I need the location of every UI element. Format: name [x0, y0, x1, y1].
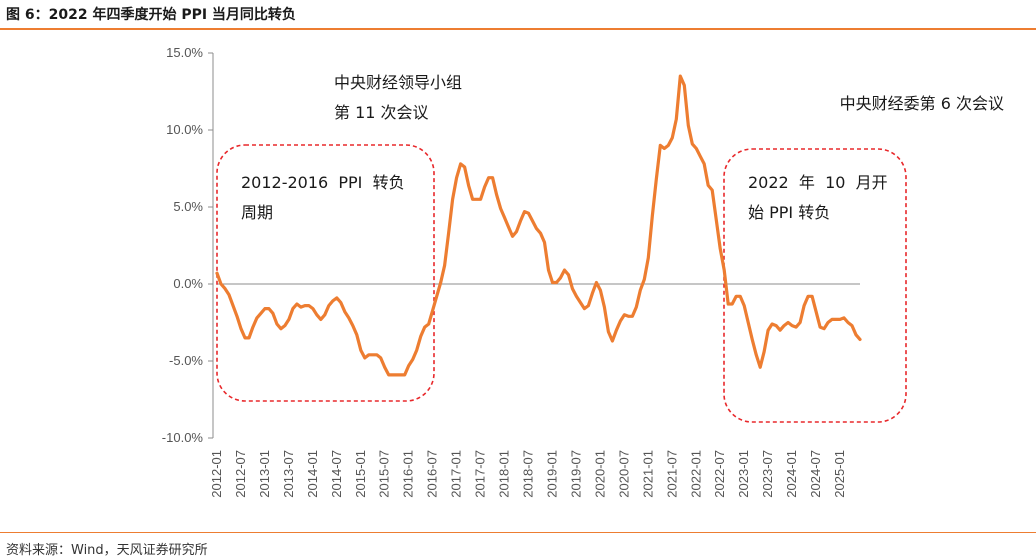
x-tick-label: 2017-07	[473, 450, 488, 498]
x-tick-label: 2014-01	[305, 450, 320, 498]
annotation-leading-group-line1: 中央财经领导小组	[334, 73, 462, 92]
x-tick-label: 2024-01	[784, 450, 799, 498]
x-tick-label: 2019-01	[544, 450, 559, 498]
x-tick-label: 2015-01	[353, 450, 368, 498]
y-tick-label: -5.0%	[169, 353, 203, 368]
y-tick-label: 5.0%	[173, 199, 203, 214]
y-tick-label: 0.0%	[173, 276, 203, 291]
x-tick-label: 2018-01	[497, 450, 512, 498]
bottom-rule	[0, 532, 1036, 533]
x-tick-label: 2015-07	[377, 450, 392, 498]
x-tick-label: 2025-01	[832, 450, 847, 498]
x-tick-label: 2024-07	[808, 450, 823, 498]
x-tick-label: 2018-07	[521, 450, 536, 498]
annotation-boxes	[216, 144, 907, 423]
x-tick-label: 2021-01	[640, 450, 655, 498]
x-axis: 2012-01 2012-07 2013-01 2013-07 2014-01 2014-…	[209, 283, 860, 498]
x-tick-label: 2020-07	[616, 450, 631, 498]
series-layer	[215, 74, 862, 377]
box-2012-2016-cycle	[216, 144, 435, 402]
x-tick-label: 2019-07	[568, 450, 583, 498]
x-tick-label: 2021-07	[664, 450, 679, 498]
y-tick-label: 10.0%	[166, 122, 203, 137]
y-tick-label: -10.0%	[162, 430, 204, 445]
annotation-box-right-line2: 始 PPI 转负	[748, 203, 830, 222]
x-tick-label: 2012-07	[233, 450, 248, 498]
figure-title: 图 6：2022 年四季度开始 PPI 当月同比转负	[6, 7, 296, 23]
x-tick-label: 2023-01	[736, 450, 751, 498]
box-2022-negative	[723, 148, 907, 423]
x-tick-label: 2017-01	[449, 450, 464, 498]
x-tick-label: 2016-01	[401, 450, 416, 498]
source-note: 资料来源：Wind，天风证券研究所	[6, 543, 208, 558]
annotation-box-left-line1: 2012-2016 PPI 转负	[241, 173, 405, 192]
x-tick-label: 2013-01	[257, 450, 272, 498]
x-tick-label: 2022-07	[712, 450, 727, 498]
annotation-leading-group-line2: 第 11 次会议	[334, 103, 429, 122]
x-tick-label: 2020-01	[592, 450, 607, 498]
annotation-box-left-line2: 周期	[241, 203, 273, 222]
x-tick-label: 2023-07	[760, 450, 775, 498]
x-tick-label: 2014-07	[329, 450, 344, 498]
x-tick-label: 2022-01	[688, 450, 703, 498]
top-rule	[0, 28, 1036, 30]
annotation-box-right-line1: 2022 年 10 月开	[748, 173, 888, 192]
series-line-ppi	[215, 74, 862, 377]
x-tick-label: 2016-07	[425, 450, 440, 498]
y-axis: 15.0% 10.0% 5.0% 0.0% -5.0% -10.0%	[162, 45, 214, 445]
x-tick-label: 2013-07	[281, 450, 296, 498]
x-tick-label: 2012-01	[209, 450, 224, 498]
annotation-committee: 中央财经委第 6 次会议	[840, 94, 1004, 113]
y-tick-label: 15.0%	[166, 45, 203, 60]
